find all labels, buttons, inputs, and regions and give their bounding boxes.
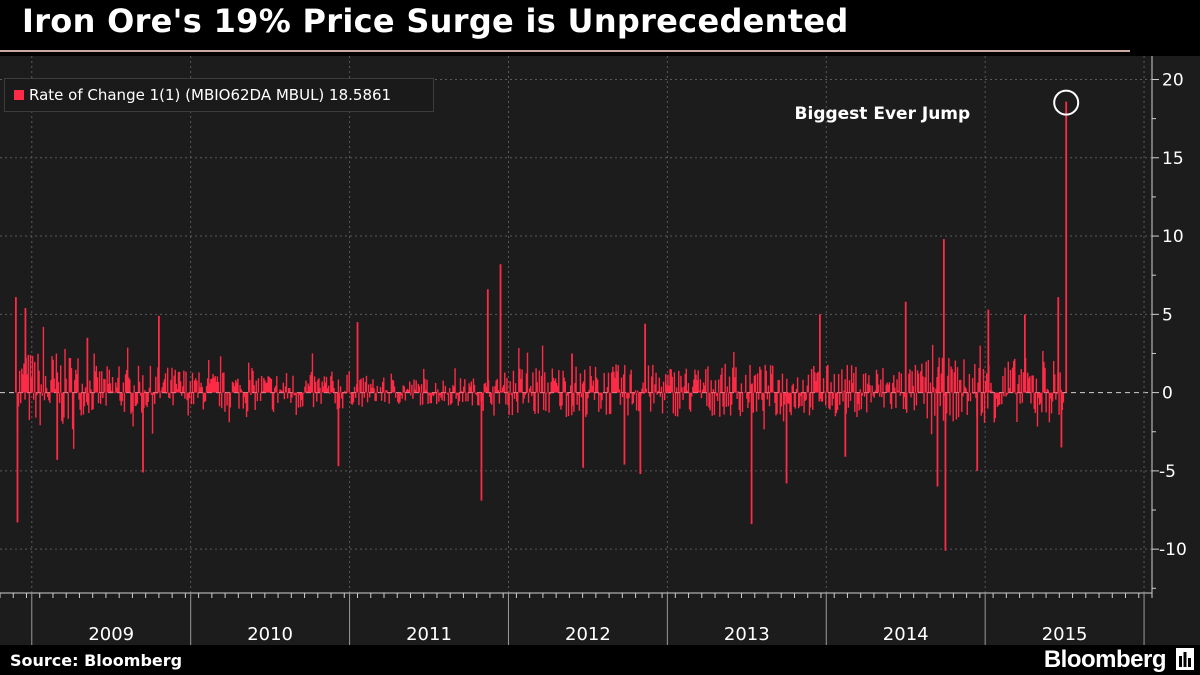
legend-swatch — [14, 90, 24, 100]
y-tick-label: 15 — [1162, 149, 1184, 169]
legend: Rate of Change 1(1) (MBIO62DA MBUL) 18.5… — [4, 78, 434, 112]
y-tick-label: 0 — [1162, 384, 1173, 404]
y-tick-label: -5 — [1159, 462, 1176, 482]
source-note: Source: Bloomberg — [10, 651, 183, 670]
x-tick-label: 2009 — [88, 624, 134, 645]
legend-label: Rate of Change 1(1) (MBIO62DA MBUL) 18.5… — [29, 86, 392, 104]
x-tick-label: 2011 — [406, 624, 452, 645]
x-tick-label: 2010 — [247, 624, 293, 645]
highlight-circle — [1053, 89, 1080, 116]
y-tick-label: 20 — [1162, 70, 1184, 90]
x-tick-label: 2014 — [883, 624, 929, 645]
plot-background — [0, 56, 1200, 645]
annotation-group: Biggest Ever Jump — [795, 89, 1080, 124]
y-tick-label: 5 — [1162, 305, 1173, 325]
brand-logo: Bloomberg — [1043, 646, 1167, 673]
x-tick-label: 2012 — [565, 624, 611, 645]
x-tick-label: 2013 — [724, 624, 770, 645]
y-tick-label: -10 — [1159, 540, 1187, 560]
annotation-label: Biggest Ever Jump — [795, 104, 971, 124]
chart-title: Iron Ore's 19% Price Surge is Unpreceden… — [22, 2, 849, 40]
bloomberg-terminal-icon — [1176, 648, 1194, 670]
x-tick-label: 2015 — [1042, 624, 1088, 645]
series-bars — [14, 101, 1068, 551]
y-tick-label: 10 — [1162, 227, 1184, 247]
title-rule — [0, 50, 1130, 52]
